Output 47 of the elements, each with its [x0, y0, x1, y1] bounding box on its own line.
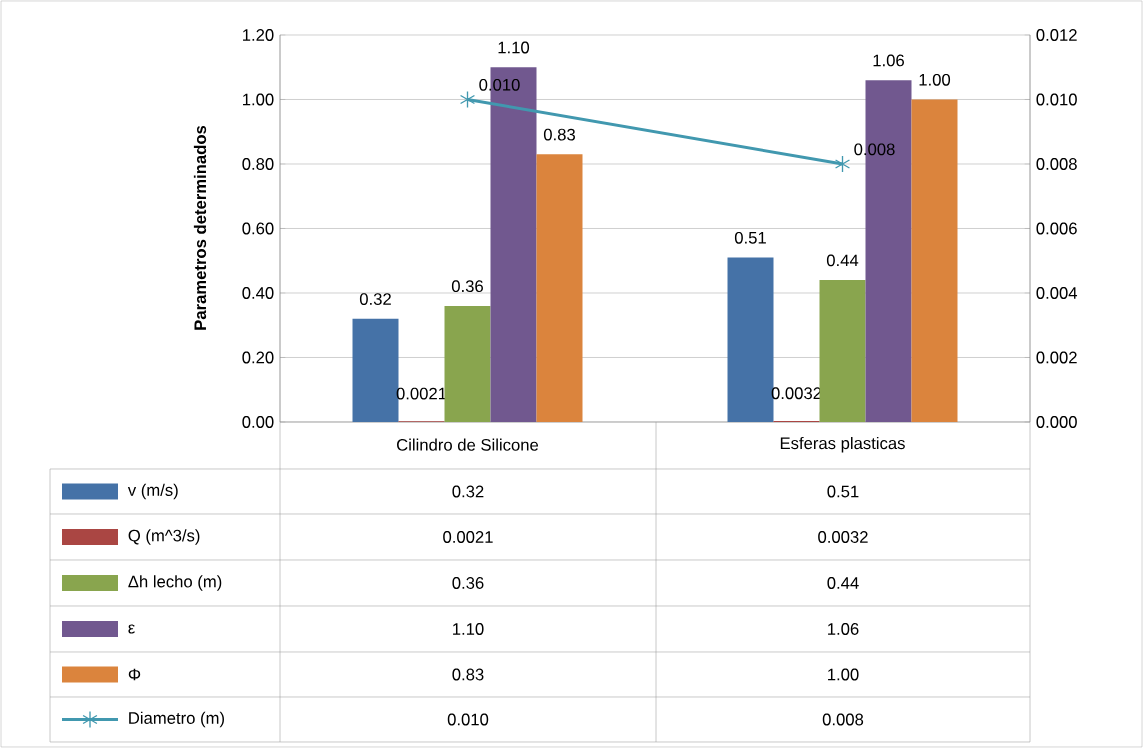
legend-label: Δh lecho (m): [128, 575, 222, 591]
bar: [819, 280, 866, 422]
text: 0.44: [826, 254, 859, 267]
data-label: 0.010: [447, 713, 489, 726]
bar: [911, 99, 958, 422]
y-tick-label: 1.00: [243, 93, 274, 106]
text: 0.36: [451, 280, 483, 293]
y-tick-label: 0.60: [242, 222, 274, 235]
data-label: 0.44: [827, 577, 859, 589]
text: 0.51: [734, 231, 766, 244]
data-label: 0.32: [452, 485, 484, 498]
legend-label: ε: [128, 624, 135, 634]
x-tick-label: Esferas plasticas: [780, 436, 905, 453]
legend-label: Diametro (m): [129, 711, 224, 728]
data-label: 0.36: [452, 577, 484, 589]
bar: [444, 305, 491, 422]
y2-tick-label: 0.002: [1036, 351, 1077, 364]
data-label: 1.06: [828, 623, 859, 635]
bar: [536, 154, 583, 422]
y-tick-label: 1.20: [243, 29, 274, 41]
y2-tick-label: 0.010: [1036, 93, 1077, 106]
text: 0.32: [359, 293, 391, 305]
legend-label: Φ: [128, 668, 141, 681]
x-tick-label: Cilindro de Silicone: [397, 438, 539, 451]
data-label: 0.0032: [818, 531, 868, 543]
data-label: 1.00: [828, 668, 859, 681]
text: 1.00: [919, 73, 951, 86]
y-axis-title: Parametros determinados: [193, 125, 207, 330]
y2-tick-label: 0.004: [1036, 287, 1078, 299]
y2-tick-label: 0.012: [1036, 29, 1077, 41]
text: 1.10: [498, 41, 530, 54]
data-label: 1.10: [453, 623, 484, 635]
data-label: 0.51: [827, 485, 859, 498]
y2-tick-label: 0.008: [1036, 158, 1077, 170]
y-tick-label: 0.40: [242, 287, 274, 299]
y2-tick-label: 0.006: [1036, 222, 1077, 235]
data-label: 0.0021: [443, 531, 493, 543]
text: 0.83: [543, 128, 575, 141]
y-tick-label: 0.20: [242, 351, 274, 364]
y-tick-label: 0.00: [242, 416, 274, 428]
data-label: 0.008: [822, 713, 864, 726]
data-label: 0.83: [452, 668, 484, 681]
legend-label: v (m/s): [127, 483, 178, 500]
y2-tick-label: 0.000: [1036, 416, 1077, 428]
y-tick-label: 0.80: [242, 158, 274, 170]
legend-label: Q (m^3/s): [128, 529, 200, 545]
text: 1.06: [873, 54, 904, 67]
